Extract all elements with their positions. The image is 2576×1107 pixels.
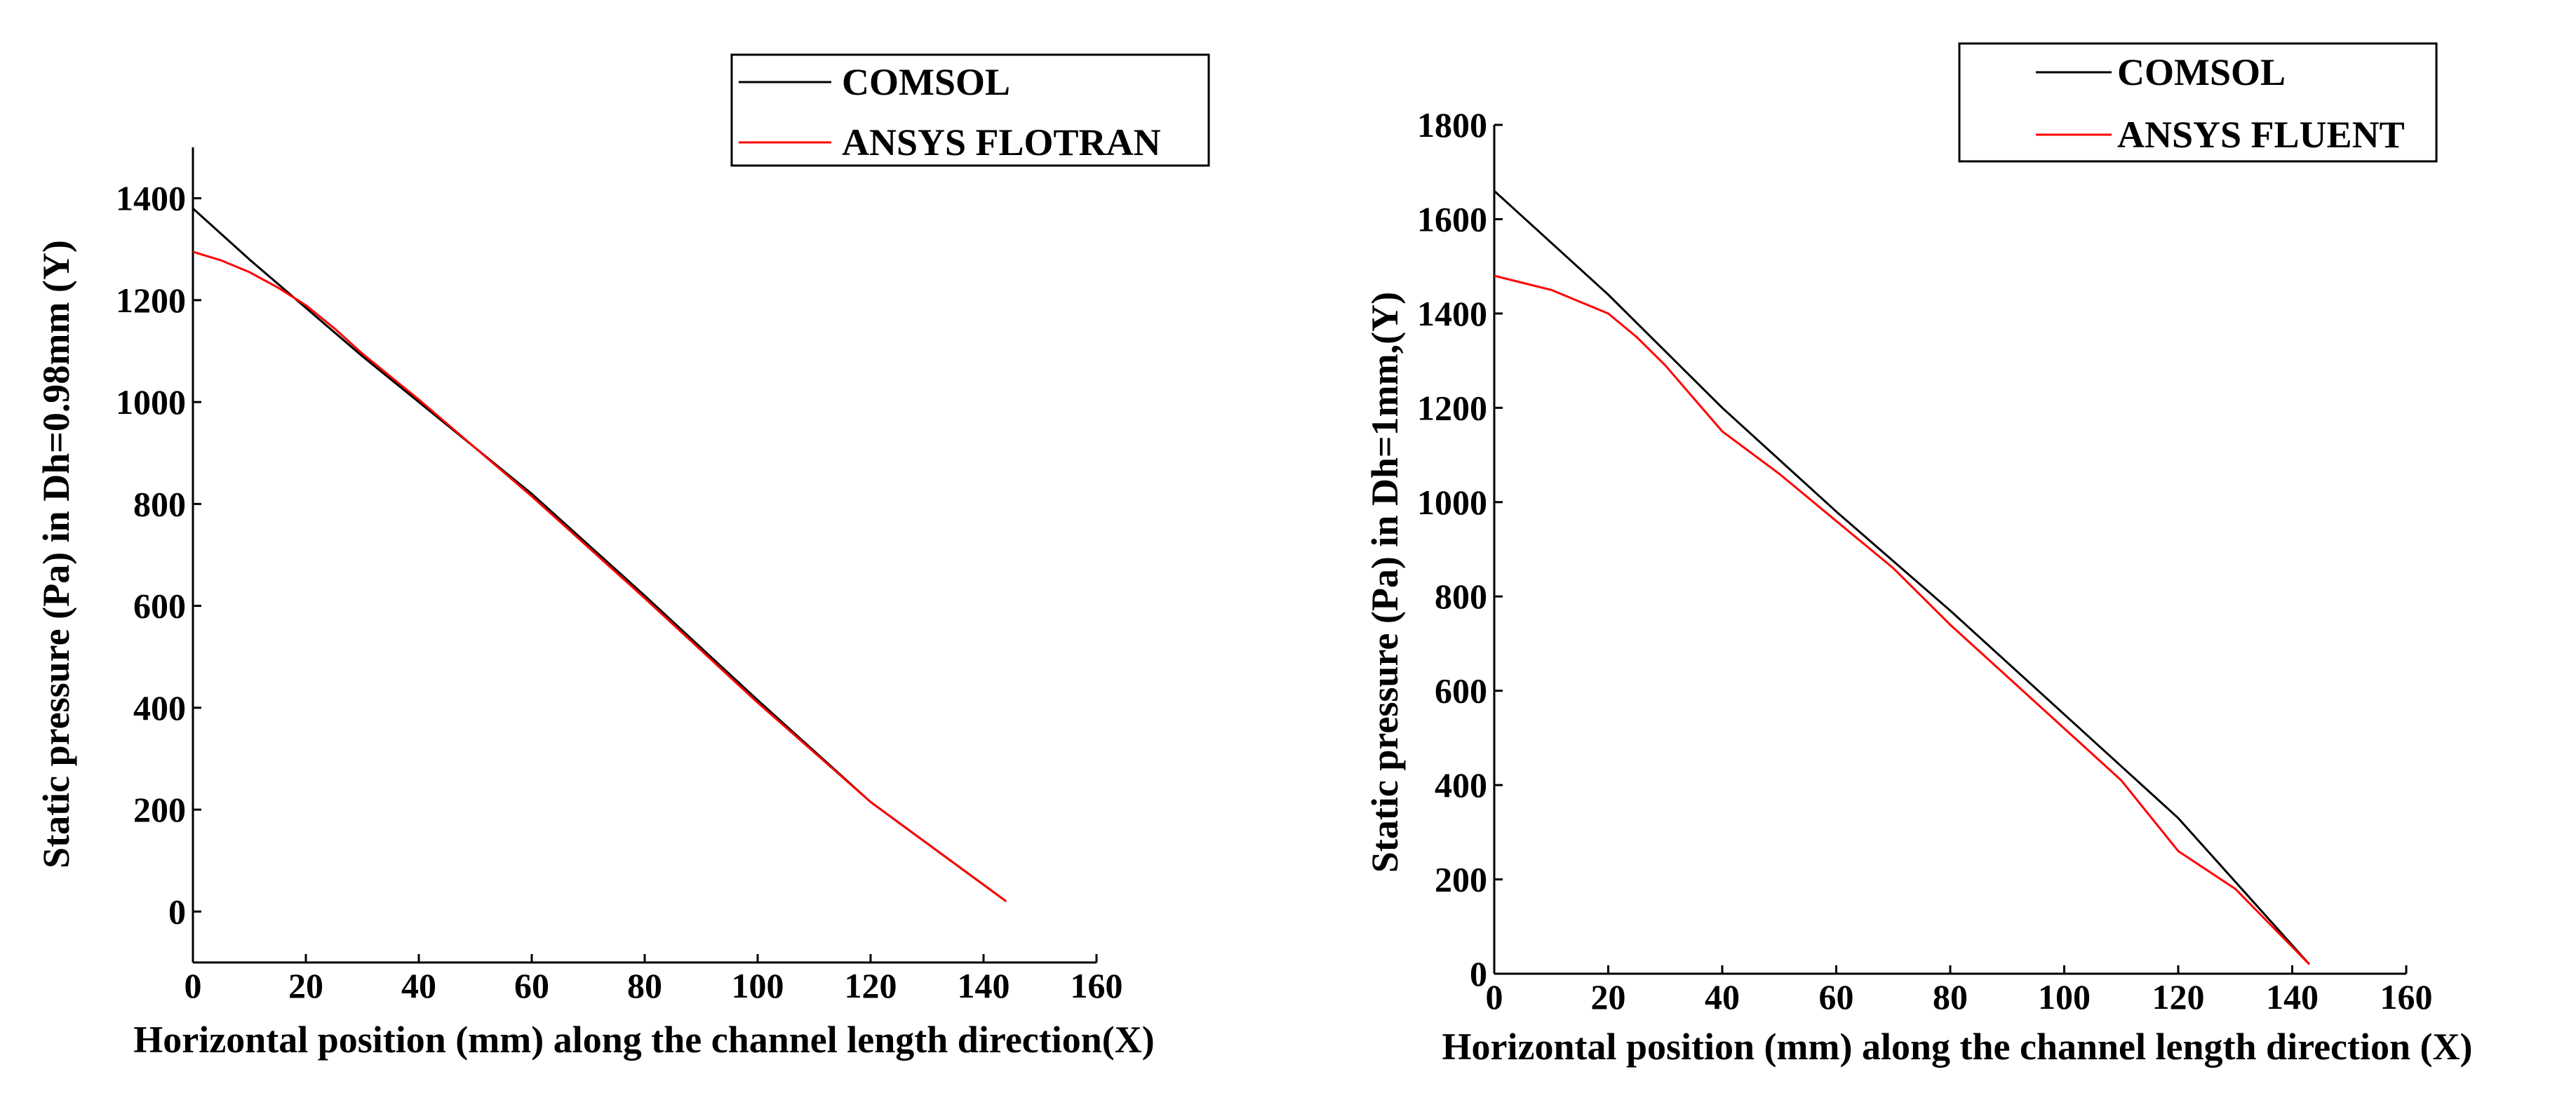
chart-left-x-tick-label: 60 xyxy=(514,966,549,1005)
chart-left-y-tick-label: 1400 xyxy=(116,179,186,218)
chart-right: 0 20 40 60 80 100 120 140 1600200400600800100012… xyxy=(1364,42,2473,1068)
chart-left-y-tick-label: 600 xyxy=(133,586,186,626)
chart-left-x-tick-label: 100 xyxy=(732,966,784,1005)
chart-left-y-tick-label: 1200 xyxy=(116,281,186,320)
chart-right-y-tick-label: 1400 xyxy=(1417,294,1487,333)
chart-left-x-tick-label: 20 xyxy=(288,966,323,1005)
chart-right-x-tick-label: 60 xyxy=(1819,977,1854,1017)
chart-left-series-line-ansys xyxy=(192,250,1007,903)
chart-left-y-tick-label: 400 xyxy=(133,688,186,727)
chart-right-x-tick-label: 140 xyxy=(2266,977,2319,1017)
chart-left-y-tick-label: 1000 xyxy=(116,382,186,422)
chart-right-x-tick-label: 0 xyxy=(1486,977,1503,1017)
chart-right-x-tick-label: 160 xyxy=(2380,977,2433,1017)
chart-left-x-tick-label: 80 xyxy=(627,966,662,1005)
chart-right-x-tick-label: 40 xyxy=(1705,977,1740,1017)
chart-left-y-tick-label: 0 xyxy=(168,892,186,931)
chart-right-series xyxy=(1493,189,2311,965)
chart-left-legend-box xyxy=(730,53,1210,167)
chart-left-legend-label-comsol: COMSOL xyxy=(842,61,1010,103)
chart-right-y-tick-label: 200 xyxy=(1435,860,1487,899)
chart-right-x-tick-label: 100 xyxy=(2038,977,2091,1017)
chart-right-legend-box xyxy=(1958,42,2438,163)
chart-right-y-tick-label: 600 xyxy=(1435,671,1487,711)
chart-left: 0 20 40 60 80 100 120 140 160 0 200 400 600 800 1000 12… xyxy=(35,53,1210,1061)
chart-left-legend: COMSOL ANSYS FLOTRAN xyxy=(730,53,1210,167)
chart-right-y-tick-label: 1200 xyxy=(1417,388,1487,427)
chart-right-y-axis-title: Static pressure (Pa) in Dh=1mm,(Y) xyxy=(1364,292,1406,873)
chart-left-x-tick-label: 0 xyxy=(185,966,202,1005)
chart-left-x-tick-label: 140 xyxy=(958,966,1010,1005)
chart-right-y-tick-label: 1000 xyxy=(1417,483,1487,522)
chart-left-x-tick-label: 160 xyxy=(1071,966,1123,1005)
chart-left-x-tick-label: 120 xyxy=(845,966,897,1005)
chart-right-legend: COMSOL ANSYS FLUENT xyxy=(1958,42,2438,163)
chart-right-y-tick-label: 1800 xyxy=(1417,105,1487,145)
chart-right-x-tick-label: 80 xyxy=(1933,977,1968,1017)
chart-left-y-tick-label: 200 xyxy=(133,790,186,829)
chart-left-series xyxy=(192,207,1007,903)
chart-right-x-axis-title: Horizontal position (mm) along the chann… xyxy=(1442,1026,2473,1068)
chart-right-legend-label-ansys: ANSYS FLUENT xyxy=(2117,114,2405,156)
chart-right-x-tick-label: 20 xyxy=(1591,977,1626,1017)
chart-left-y-tick-label: 800 xyxy=(133,484,186,523)
chart-right-y-tick-label: 400 xyxy=(1435,765,1487,805)
chart-right-y-tick-label: 1600 xyxy=(1417,199,1487,239)
chart-left-x-tick-label: 40 xyxy=(401,966,436,1005)
chart-right-y-tick-label: 0 xyxy=(1470,954,1487,993)
chart-right-x-tick-label: 120 xyxy=(2152,977,2205,1017)
chart-right-series-line-comsol xyxy=(1493,189,2311,965)
chart-left-x-axis-title: Horizontal position (mm) along the chann… xyxy=(133,1019,1154,1061)
chart-right-ticks: 0 20 40 60 80 100 120 140 1600200400600800100012… xyxy=(1417,105,2433,1017)
chart-right-legend-label-comsol: COMSOL xyxy=(2117,51,2286,93)
chart-right-y-tick-label: 800 xyxy=(1435,577,1487,616)
chart-left-y-axis-title: Static pressure (Pa) in Dh=0.98mm (Y) xyxy=(35,240,77,868)
chart-left-ticks: 0 20 40 60 80 100 120 140 160 0 200 400 600 800 1000 12… xyxy=(116,179,1123,1005)
chart-left-legend-label-ansys: ANSYS FLOTRAN xyxy=(842,121,1161,163)
chart-right-series-line-ansys xyxy=(1494,274,2310,965)
